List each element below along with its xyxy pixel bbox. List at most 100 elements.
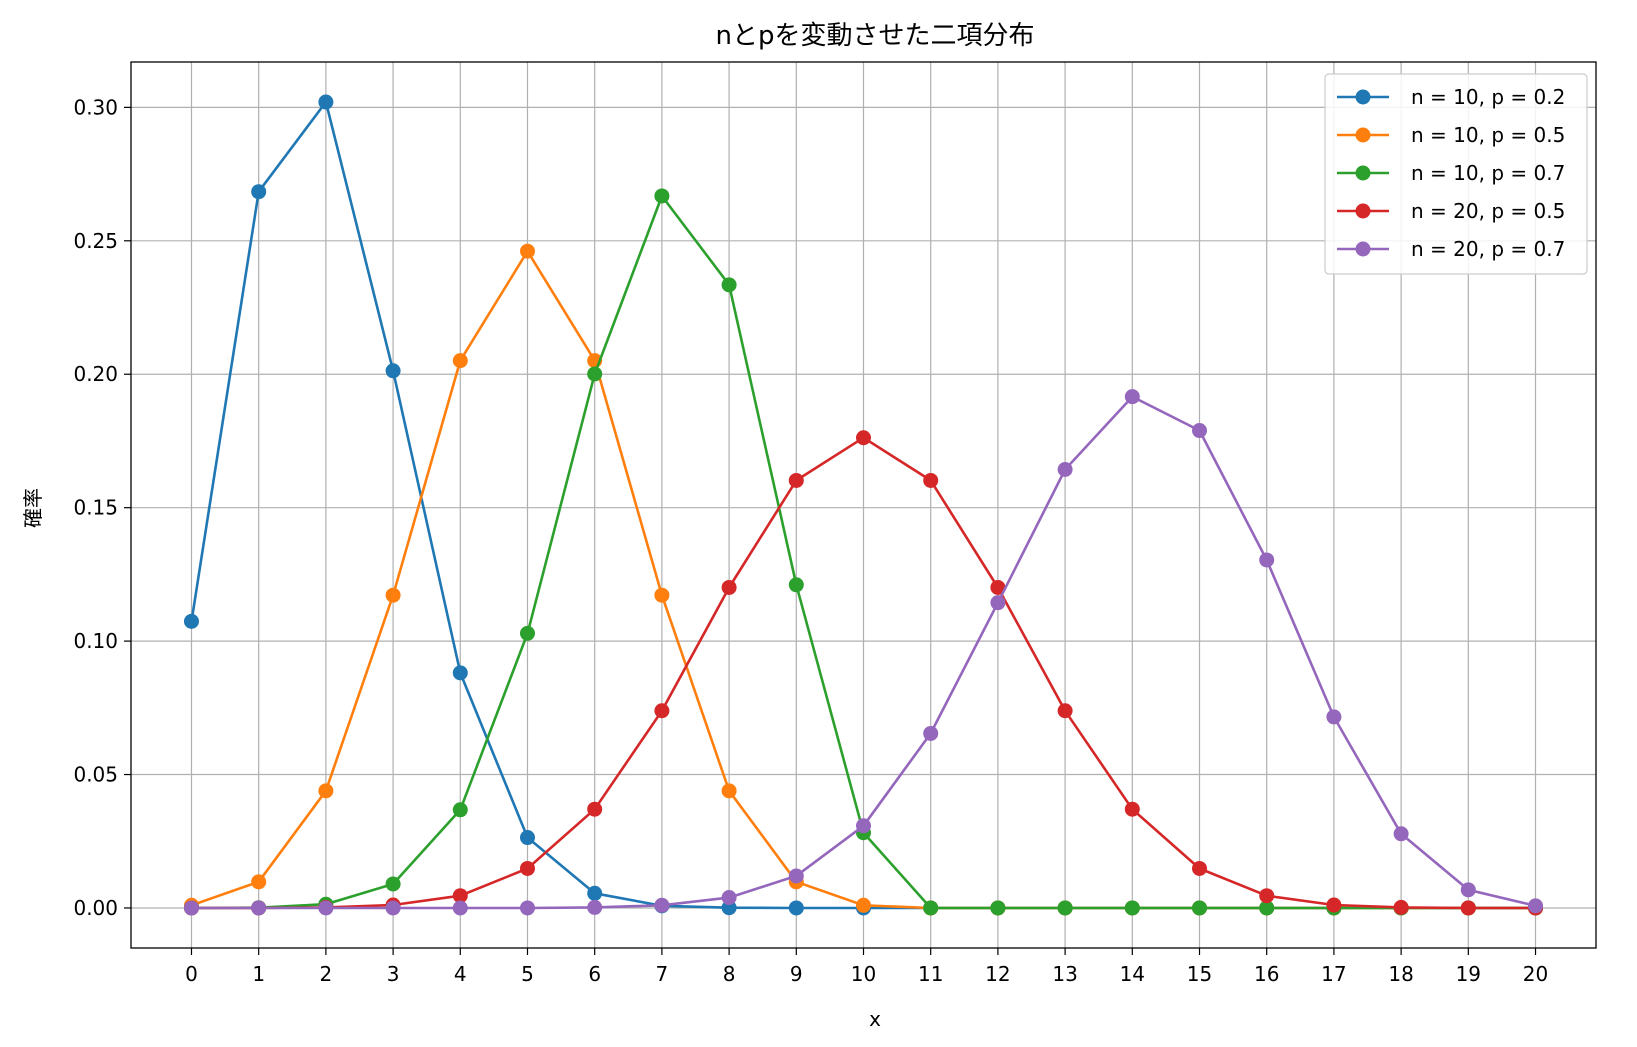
x-tick-label: 4 (454, 962, 467, 986)
data-point (251, 184, 267, 200)
data-point (856, 818, 871, 834)
legend-marker (1355, 127, 1371, 143)
data-point (1192, 423, 1208, 439)
data-point (1057, 703, 1073, 719)
data-point (721, 579, 737, 595)
y-tick-label: 0.05 (73, 763, 118, 787)
x-tick-label: 8 (723, 962, 736, 986)
data-point (1057, 462, 1073, 478)
data-point (1528, 898, 1544, 914)
legend-item: n = 10, p = 0.2 (1337, 85, 1565, 109)
data-point (1259, 900, 1275, 916)
chart-title: nとpを変動させた二項分布 (716, 21, 1035, 51)
data-point (519, 243, 535, 259)
x-tick-label: 14 (1120, 962, 1145, 986)
data-point (721, 783, 737, 799)
legend-marker (1355, 203, 1371, 219)
data-point (856, 430, 871, 446)
y-axis-ticks: 0.00 0.05 0.10 0.15 0.20 0.25 0.30 (73, 95, 131, 920)
data-point (519, 900, 535, 916)
data-point (990, 579, 1006, 595)
data-point (251, 900, 267, 916)
x-tick-label: 6 (588, 962, 601, 986)
data-point (587, 801, 603, 817)
y-tick-label: 0.30 (73, 95, 118, 119)
data-point (251, 874, 267, 890)
x-tick-label: 18 (1388, 962, 1413, 986)
legend-marker (1355, 89, 1371, 105)
legend-item: n = 10, p = 0.7 (1337, 161, 1565, 185)
data-point (788, 868, 804, 884)
legend-label: n = 10, p = 0.2 (1411, 85, 1565, 109)
x-tick-label: 10 (851, 962, 876, 986)
x-axis-label: x (869, 1007, 881, 1031)
x-tick-label: 5 (521, 962, 534, 986)
x-tick-label: 7 (656, 962, 669, 986)
data-point (788, 900, 804, 916)
data-point (654, 188, 670, 204)
legend-box (1324, 73, 1588, 275)
data-point (654, 703, 670, 719)
data-point (385, 363, 401, 379)
data-point (1460, 900, 1476, 916)
x-tick-label: 13 (1052, 962, 1077, 986)
data-point (654, 587, 670, 603)
data-point (183, 613, 199, 629)
data-point (788, 472, 804, 488)
legend-label: n = 10, p = 0.7 (1411, 161, 1565, 185)
y-tick-label: 0.15 (73, 496, 118, 520)
data-point (923, 900, 939, 916)
data-point (990, 900, 1006, 916)
x-tick-label: 0 (185, 962, 198, 986)
data-point (1192, 900, 1208, 916)
data-point (183, 900, 199, 916)
x-tick-label: 20 (1523, 962, 1548, 986)
x-tick-label: 1 (252, 962, 265, 986)
data-point (990, 595, 1006, 611)
data-point (452, 802, 468, 818)
data-point (1124, 801, 1140, 817)
data-point (923, 472, 939, 488)
data-point (452, 665, 468, 681)
data-point (519, 625, 535, 641)
legend: n = 10, p = 0.2 n = 10, p = 0.5 n = 10, p … (1324, 73, 1588, 275)
series-group (183, 94, 1544, 916)
data-point (385, 587, 401, 603)
data-point (452, 353, 468, 369)
x-tick-label: 15 (1187, 962, 1212, 986)
y-tick-label: 0.10 (73, 629, 118, 653)
data-point (318, 783, 334, 799)
legend-item: n = 20, p = 0.5 (1337, 199, 1565, 223)
data-point (587, 899, 603, 915)
data-point (923, 725, 939, 741)
data-point (519, 830, 535, 846)
data-point (1124, 900, 1140, 916)
legend-label: n = 10, p = 0.5 (1411, 123, 1565, 147)
x-tick-label: 19 (1456, 962, 1481, 986)
legend-label: n = 20, p = 0.5 (1411, 199, 1565, 223)
x-tick-label: 3 (387, 962, 400, 986)
data-point (385, 900, 401, 916)
legend-item: n = 20, p = 0.7 (1337, 237, 1565, 261)
x-tick-label: 11 (918, 962, 943, 986)
legend-marker (1355, 241, 1371, 257)
y-tick-label: 0.00 (73, 896, 118, 920)
legend-marker (1355, 165, 1371, 181)
legend-label: n = 20, p = 0.7 (1411, 237, 1565, 261)
series-4 (183, 430, 1544, 916)
y-tick-label: 0.25 (73, 229, 118, 253)
data-point (1057, 900, 1073, 916)
data-point (318, 900, 334, 916)
data-point (318, 94, 334, 110)
data-point (1326, 709, 1342, 725)
x-tick-label: 17 (1321, 962, 1346, 986)
data-point (1460, 882, 1476, 898)
x-axis-ticks: 0 1 2 3 4 5 6 7 8 9 10 11 12 13 14 15 16 17 18 19 20 (185, 948, 1548, 986)
data-point (519, 860, 535, 876)
data-point (1259, 888, 1275, 904)
y-axis-label: 確率 (21, 488, 45, 528)
data-point (1393, 899, 1409, 915)
data-point (654, 897, 670, 913)
x-tick-label: 2 (320, 962, 333, 986)
